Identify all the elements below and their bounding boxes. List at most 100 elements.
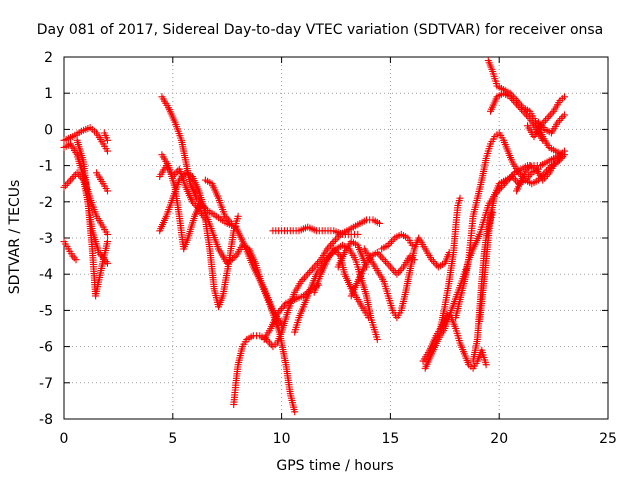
y-tick-label: -6	[39, 340, 53, 356]
series-7	[100, 129, 111, 144]
data-point	[333, 234, 341, 242]
data-point	[482, 361, 490, 369]
data-point	[456, 194, 464, 202]
data-point	[309, 265, 317, 273]
data-point	[197, 198, 205, 206]
data-point	[376, 220, 383, 227]
data-point	[558, 151, 566, 159]
data-point	[395, 268, 403, 276]
data-point	[365, 314, 373, 322]
data-point	[539, 136, 547, 144]
data-point	[70, 173, 78, 180]
data-point	[302, 272, 310, 280]
y-tick-label: 1	[44, 86, 53, 102]
series-23	[421, 147, 568, 372]
data-point	[172, 169, 180, 177]
data-point	[396, 267, 404, 275]
series-28	[484, 57, 566, 159]
y-tick-label: 0	[44, 122, 53, 138]
series-25	[452, 129, 568, 322]
data-point	[385, 261, 393, 269]
data-point	[559, 113, 567, 121]
data-point	[60, 183, 68, 191]
data-point	[327, 241, 335, 249]
series-20	[360, 234, 453, 322]
series-27	[476, 165, 542, 325]
y-tick-label: 2	[44, 50, 53, 66]
series-15	[269, 223, 362, 238]
data-point	[234, 212, 242, 220]
data-point	[388, 265, 396, 273]
y-tick-label: -2	[39, 195, 53, 211]
y-tick-label: -8	[39, 412, 53, 428]
series-22	[419, 310, 490, 372]
x-tick-label: 15	[381, 431, 399, 447]
data-point	[386, 263, 394, 271]
data-marks	[60, 57, 568, 416]
x-tick-labels: 0 5 10 15 20 25	[60, 431, 617, 447]
data-point	[72, 256, 80, 264]
data-point	[227, 256, 235, 264]
chart-title: Day 081 of 2017, Sidereal Day-to-day VTE…	[37, 22, 604, 38]
series-14	[260, 281, 323, 343]
data-point	[307, 267, 315, 275]
data-point	[382, 258, 389, 265]
axis-ticks	[63, 56, 609, 420]
series-21	[378, 230, 416, 253]
x-tick-label: 5	[168, 431, 177, 447]
y-tick-label: -5	[39, 303, 53, 319]
data-point	[332, 236, 339, 244]
data-point	[305, 268, 313, 276]
series-11	[158, 151, 205, 253]
series-24	[436, 194, 464, 332]
series-18	[334, 238, 370, 271]
x-tick-label: 0	[60, 431, 69, 447]
data-point	[546, 111, 554, 119]
data-point	[522, 111, 530, 119]
data-point	[388, 238, 395, 246]
data-point	[543, 115, 551, 122]
data-point	[378, 254, 386, 262]
series-30	[513, 151, 566, 195]
data-point	[433, 261, 441, 269]
data-point	[104, 230, 111, 238]
data-point	[390, 267, 398, 275]
data-point	[104, 136, 111, 144]
data-point	[62, 182, 70, 189]
data-point	[104, 147, 111, 155]
x-axis-label: GPS time / hours	[276, 458, 393, 474]
series-4	[60, 124, 111, 155]
data-point	[408, 241, 416, 249]
data-point	[380, 256, 388, 264]
series-6	[93, 169, 111, 195]
data-point	[304, 270, 312, 278]
x-tick-label: 10	[273, 431, 291, 447]
data-point	[67, 176, 74, 184]
y-tick-label: -3	[39, 231, 53, 247]
data-point	[561, 111, 568, 119]
data-point	[354, 230, 362, 238]
y-tick-label: -4	[39, 267, 53, 283]
series-3	[60, 238, 80, 264]
data-point	[104, 238, 111, 246]
x-tick-label: 20	[490, 431, 508, 447]
data-point	[68, 174, 76, 182]
y-tick-label: -7	[39, 376, 53, 392]
data-point	[300, 274, 308, 282]
data-point	[561, 93, 568, 101]
data-point	[518, 106, 525, 113]
data-point	[104, 187, 111, 195]
data-point	[65, 178, 73, 186]
data-point	[104, 259, 111, 267]
series-32	[534, 111, 568, 137]
data-point	[545, 113, 553, 121]
series-5	[73, 136, 111, 300]
y-tick-labels: -8 -7 -6 -5 -4 -3 -2 -1 0 1 2	[39, 50, 53, 428]
data-point	[516, 104, 524, 112]
data-point	[328, 239, 336, 247]
data-point	[266, 339, 274, 347]
data-point	[63, 180, 71, 188]
data-point	[514, 102, 522, 110]
